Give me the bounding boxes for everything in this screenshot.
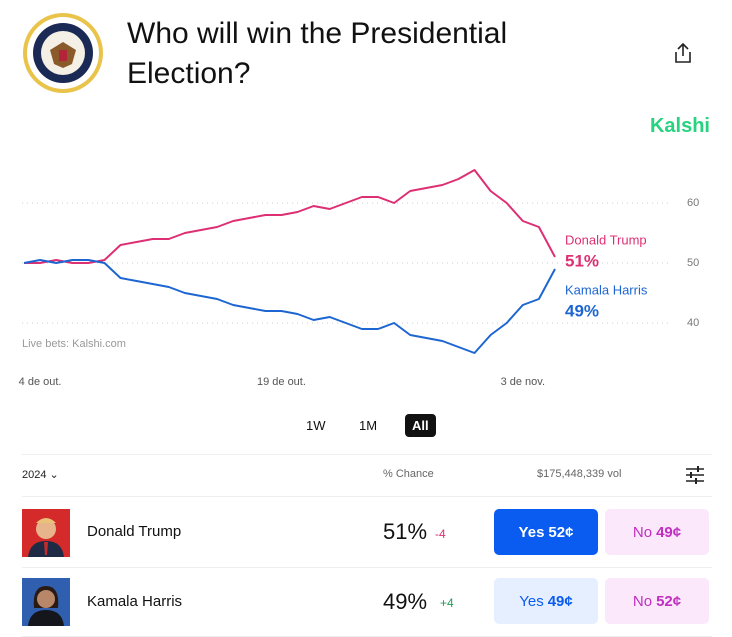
x-tick-label: 4 de out. [19, 376, 62, 388]
chart: 40 50 60 4 de out. 19 de out. 3 de nov. Live b… [19, 169, 699, 388]
label: No [632, 592, 653, 610]
current-value: 49% [565, 301, 599, 320]
seal [23, 13, 103, 93]
page-title: Who will win the Presidential Election? [127, 17, 508, 90]
label: No [632, 523, 653, 541]
separator [22, 454, 712, 455]
legend-label: Donald Trump [565, 232, 647, 247]
price: 49¢ [656, 523, 682, 541]
avatar [22, 578, 70, 626]
separator [22, 496, 712, 497]
x-tick-label: 3 de nov. [501, 376, 545, 388]
range-button[interactable]: All [405, 414, 436, 437]
change: -4 [435, 527, 446, 541]
chance: 51% [383, 519, 428, 544]
separator [22, 567, 712, 568]
year: 2024 [22, 469, 47, 481]
brand: Kalshi [649, 115, 710, 137]
label: Yes [518, 523, 545, 541]
price: 52¢ [548, 523, 574, 541]
range-button[interactable]: 1M [359, 418, 378, 433]
y-tick-label: 50 [687, 257, 699, 269]
y-tick-label: 60 [687, 197, 699, 209]
chance: 49% [383, 589, 428, 614]
price: 49¢ [547, 592, 573, 610]
share-button[interactable] [673, 42, 693, 64]
current-value: 51% [565, 251, 599, 270]
label: Yes [519, 592, 544, 610]
volume: $175,448,339 vol [537, 468, 622, 480]
no-button[interactable]: No 52¢ [605, 578, 709, 624]
candidate-name: Donald Trump [87, 523, 182, 540]
price: 52¢ [656, 592, 682, 610]
no-button[interactable]: No 49¢ [605, 509, 709, 555]
yes-button[interactable]: Yes 49¢ [494, 578, 598, 624]
y-tick-label: 40 [687, 317, 699, 329]
avatar [22, 509, 70, 557]
filter-button[interactable] [685, 466, 705, 484]
yes-button[interactable]: Yes 52¢ [494, 509, 598, 555]
series-line [23, 259, 556, 354]
range-button[interactable]: 1W [306, 418, 326, 433]
year-select[interactable]: 2024 ⌄ [22, 469, 59, 481]
source: Live bets: Kalshi.com [22, 338, 126, 350]
change: +4 [440, 596, 454, 610]
series-line [24, 169, 556, 264]
x-tick-label: 19 de out. [257, 376, 306, 388]
candidate-name: Kamala Harris [87, 593, 183, 610]
legend-label: Kamala Harris [565, 282, 648, 297]
chance-header: % Chance [383, 468, 434, 480]
